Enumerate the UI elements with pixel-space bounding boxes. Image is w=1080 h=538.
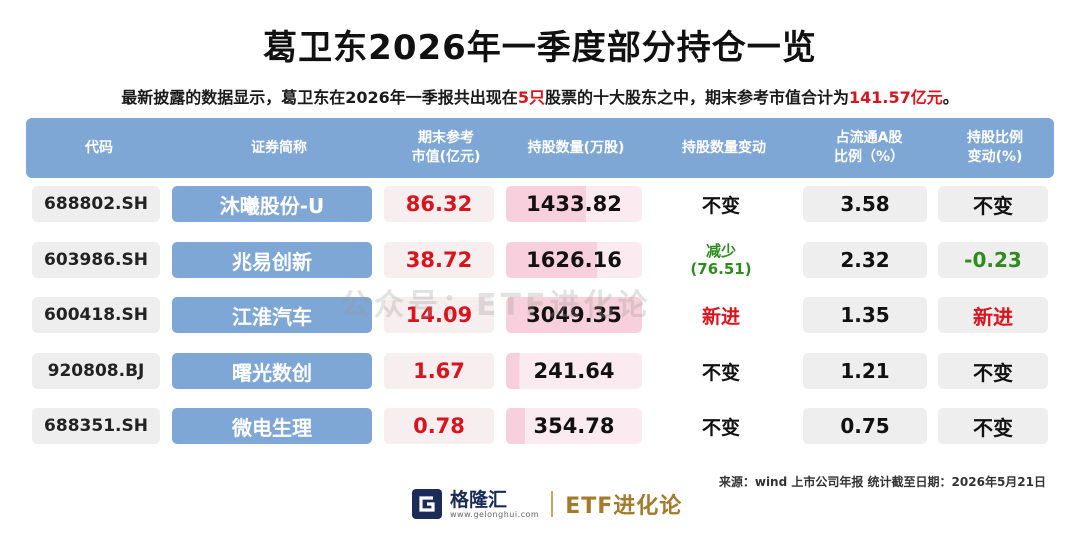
code-cell: 688802.SH [32,186,160,222]
market-value-cell: 14.09 [384,297,494,333]
share-change-text: 不变 [701,416,740,439]
footer-logo: 格隆汇 www.gelonghui.com ETF进化论 [412,486,682,522]
subtitle-count: 5只 [517,88,545,107]
share-change-cell: 不变 [656,186,786,222]
market-value-cell: 86.32 [384,186,494,222]
header-ratio-change: 持股比例 变动(%) [967,130,1023,165]
name-cell: 江淮汽车 [172,297,372,333]
float-pct-cell: 2.32 [803,242,927,278]
share-change-cell: 减少 (76.51) [656,242,786,278]
name-cell: 微电生理 [172,408,372,444]
shares-cell: 1433.82 [506,186,642,222]
ratio-change-cell: 不变 [938,186,1048,222]
code-cell: 600418.SH [32,297,160,333]
float-pct-cell: 1.21 [803,353,927,389]
brand-etf: ETF进化论 [565,494,683,519]
market-value-cell: 0.78 [384,408,494,444]
shares-cell: 1626.16 [506,242,642,278]
ratio-change-cell: 不变 [938,408,1048,444]
subtitle-part2: 股票的十大股东之中，期末参考市值合计为 [544,88,849,107]
subtitle-part1: 最新披露的数据显示，葛卫东在2026年一季报共出现在 [121,88,518,107]
header-float-pct: 占流通A股 比例（%） [833,130,905,165]
share-change-text: 不变 [701,194,740,217]
market-value-cell: 1.67 [384,353,494,389]
float-pct-cell: 3.58 [803,186,927,222]
code-cell: 603986.SH [32,242,160,278]
market-value-cell: 38.72 [384,242,494,278]
header-shares: 持股数量(万股) [527,139,625,156]
table-header: 代码 证券简称 期末参考 市值(亿元) 持股数量(万股) 持股数量变动 占流通A… [26,118,1054,178]
header-market-value: 期末参考 市值(亿元) [411,130,481,165]
shares-cell: 354.78 [506,408,642,444]
brand-divider [551,491,554,517]
name-cell: 兆易创新 [172,242,372,278]
brand-block: 格隆汇 www.gelonghui.com [450,490,539,519]
name-cell: 沐曦股份-U [172,186,372,222]
header-code: 代码 [85,139,113,156]
share-change-amount: (76.51) [690,260,752,278]
subtitle-total: 141.57亿元 [848,88,943,107]
share-change-text: 不变 [701,361,740,384]
header-name: 证券简称 [251,139,307,156]
name-cell: 曙光数创 [172,353,372,389]
share-change-text: 新进 [701,305,740,328]
ratio-change-cell: 不变 [938,353,1048,389]
brand-url: www.gelonghui.com [450,509,540,519]
code-cell: 688351.SH [32,408,160,444]
page-title: 葛卫东2026年一季度部分持仓一览 [263,28,817,68]
header-share-change: 持股数量变动 [682,139,766,156]
share-change-cell: 不变 [656,408,786,444]
shares-cell: 241.64 [506,353,642,389]
ratio-change-cell: 新进 [938,297,1048,333]
share-change-cell: 新进 [656,297,786,333]
shares-cell: 3049.35 [506,297,642,333]
source-note: 来源：wind 上市公司年报 统计截至日期：2026年5月21日 [718,475,1046,489]
share-change-text: 减少 [705,242,736,260]
brand-name: 格隆汇 [450,488,508,511]
share-change-cell: 不变 [656,353,786,389]
float-pct-cell: 1.35 [803,297,927,333]
page-subtitle: 最新披露的数据显示，葛卫东在2026年一季报共出现在5只股票的十大股东之中，期末… [0,84,1080,108]
float-pct-cell: 0.75 [803,408,927,444]
subtitle-part3: 。 [942,88,959,107]
ratio-change-cell: -0.23 [938,242,1048,278]
g-logo-icon [412,489,442,519]
code-cell: 920808.BJ [32,353,160,389]
watermark: 公众号：ETF进化论 [340,288,652,323]
